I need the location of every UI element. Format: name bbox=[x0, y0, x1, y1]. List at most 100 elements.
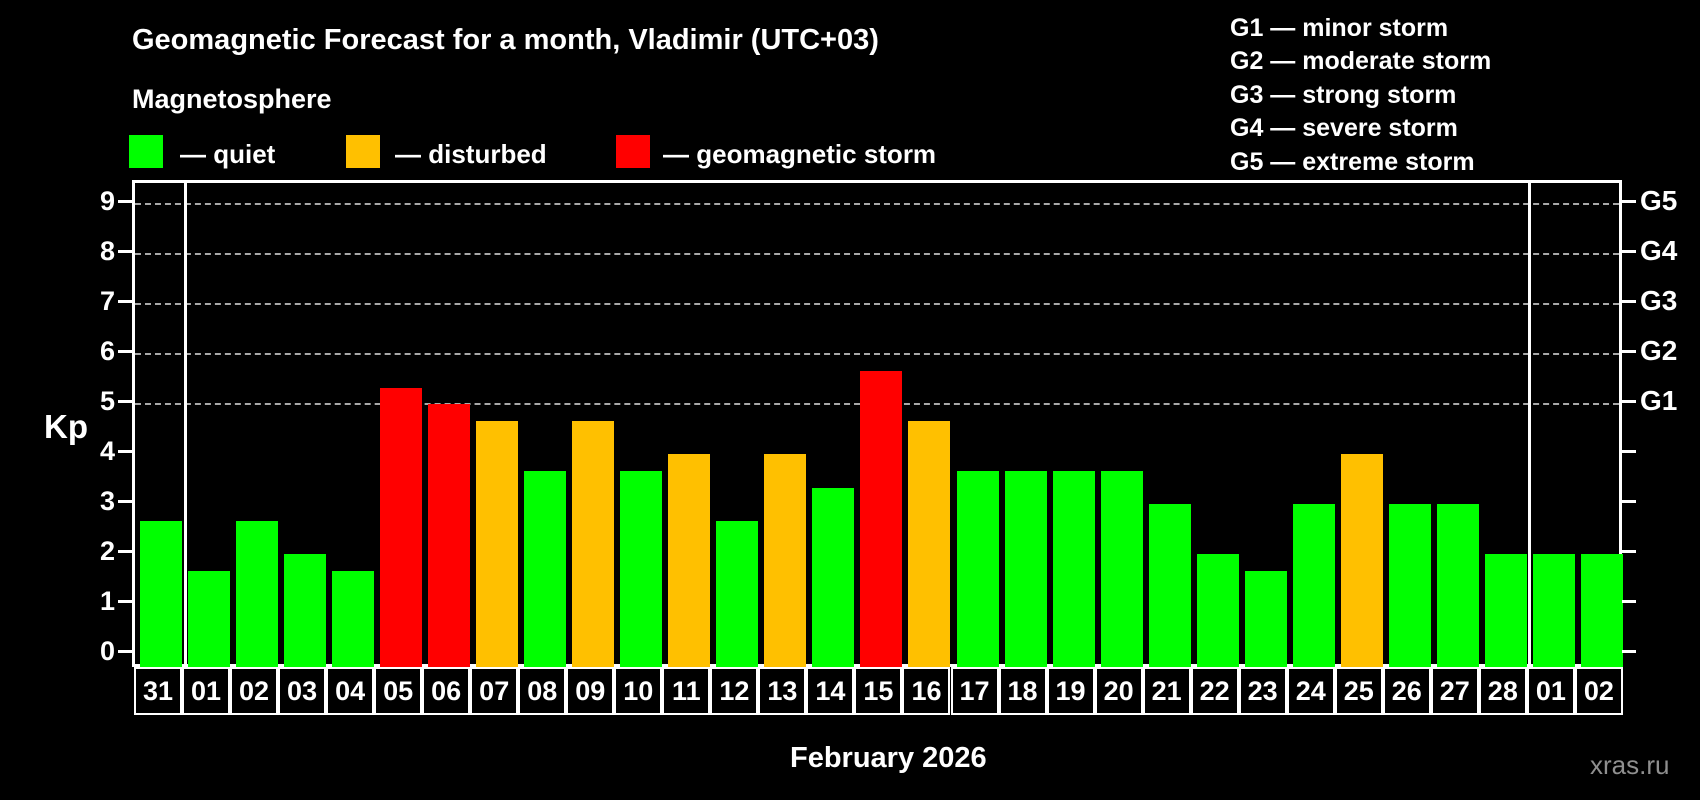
right-tick-kp8 bbox=[1622, 250, 1636, 253]
x-axis-day-28: 28 bbox=[1478, 667, 1527, 715]
kp-axis-title: Kp bbox=[44, 408, 88, 445]
disturbed-label: — disturbed bbox=[395, 139, 547, 169]
x-axis-day-08: 08 bbox=[518, 667, 567, 715]
left-axis-label-kp9: 9 bbox=[99, 186, 115, 216]
left-tick-kp0 bbox=[118, 650, 132, 653]
x-axis-day-07: 07 bbox=[470, 667, 519, 715]
bar-day-17 bbox=[956, 470, 999, 670]
bar-day-27 bbox=[1436, 504, 1479, 670]
x-axis-day-20: 20 bbox=[1094, 667, 1143, 715]
bar-day-01 bbox=[1532, 554, 1575, 670]
g4-legend-line: G4 — severe storm bbox=[1230, 114, 1458, 143]
g3-legend-line: G3 — strong storm bbox=[1230, 80, 1457, 109]
x-axis-day-24: 24 bbox=[1286, 667, 1335, 715]
x-axis-day-01: 01 bbox=[182, 667, 231, 715]
left-tick-kp5 bbox=[118, 400, 132, 403]
bar-day-18 bbox=[1004, 470, 1047, 670]
storm-label: — geomagnetic storm bbox=[663, 139, 937, 169]
gridline-g5 bbox=[135, 203, 1619, 205]
bar-day-19 bbox=[1052, 470, 1095, 670]
right-axis-label-g2: G2 bbox=[1640, 335, 1678, 366]
x-axis-day-14: 14 bbox=[806, 667, 855, 715]
x-axis-day-09: 09 bbox=[566, 667, 615, 715]
storm-swatch bbox=[616, 135, 650, 168]
left-tick-kp8 bbox=[118, 250, 132, 253]
left-axis-label-kp3: 3 bbox=[99, 486, 115, 516]
month-separator bbox=[183, 183, 187, 664]
bar-day-20 bbox=[1100, 470, 1143, 670]
x-axis-day-11: 11 bbox=[662, 667, 711, 715]
x-axis-day-05: 05 bbox=[374, 667, 423, 715]
bar-day-23 bbox=[1244, 570, 1287, 670]
bar-day-02 bbox=[1580, 554, 1623, 670]
left-tick-kp4 bbox=[118, 450, 132, 453]
bar-day-01 bbox=[188, 570, 231, 670]
g2-legend-line: G2 — moderate storm bbox=[1230, 47, 1492, 76]
left-axis-label-kp2: 2 bbox=[99, 536, 115, 566]
right-tick-kp9 bbox=[1622, 200, 1636, 203]
right-tick-kp4 bbox=[1622, 450, 1636, 453]
x-axis-day-10: 10 bbox=[614, 667, 663, 715]
bar-day-06 bbox=[428, 404, 471, 670]
left-tick-kp1 bbox=[118, 600, 132, 603]
left-axis-label-kp7: 7 bbox=[99, 286, 115, 316]
x-axis-day-18: 18 bbox=[998, 667, 1047, 715]
bar-day-25 bbox=[1340, 454, 1383, 670]
bar-day-14 bbox=[812, 487, 855, 670]
x-axis-day-17: 17 bbox=[950, 667, 999, 715]
x-axis-day-22: 22 bbox=[1190, 667, 1239, 715]
chart-subtitle: Magnetosphere bbox=[132, 84, 332, 114]
right-tick-kp5 bbox=[1622, 400, 1636, 403]
x-axis-day-19: 19 bbox=[1046, 667, 1095, 715]
bar-day-28 bbox=[1484, 554, 1527, 670]
g-scale-legend: G1 — minor storm G2 — moderate storm G3 … bbox=[1230, 12, 1491, 179]
x-axis-day-21: 21 bbox=[1142, 667, 1191, 715]
left-axis-label-kp5: 5 bbox=[99, 386, 115, 416]
bar-day-22 bbox=[1196, 554, 1239, 670]
left-tick-kp3 bbox=[118, 500, 132, 503]
left-tick-kp6 bbox=[118, 350, 132, 353]
right-axis-label-g1: G1 bbox=[1640, 385, 1678, 416]
x-axis-day-23: 23 bbox=[1238, 667, 1287, 715]
left-axis-label-kp1: 1 bbox=[99, 586, 115, 616]
watermark: xras.ru bbox=[1590, 750, 1670, 780]
g5-legend-line: G5 — extreme storm bbox=[1230, 147, 1475, 176]
x-axis-day-26: 26 bbox=[1382, 667, 1431, 715]
bar-day-09 bbox=[572, 420, 615, 670]
gridline-g3 bbox=[135, 303, 1619, 305]
bar-day-16 bbox=[908, 420, 951, 670]
x-axis-day-04: 04 bbox=[326, 667, 375, 715]
chart-title: Geomagnetic Forecast for a month, Vladim… bbox=[132, 24, 879, 56]
x-axis-day-06: 06 bbox=[422, 667, 471, 715]
gridline-g4 bbox=[135, 253, 1619, 255]
right-axis-label-g4: G4 bbox=[1640, 235, 1678, 266]
quiet-swatch bbox=[129, 135, 163, 168]
left-axis-label-kp4: 4 bbox=[99, 436, 115, 466]
bar-day-07 bbox=[476, 420, 519, 670]
x-axis-day-03: 03 bbox=[278, 667, 327, 715]
right-tick-kp1 bbox=[1622, 600, 1636, 603]
bar-day-15 bbox=[860, 370, 903, 670]
x-axis-day-02: 02 bbox=[1574, 667, 1623, 715]
x-axis-day-01: 01 bbox=[1526, 667, 1575, 715]
gridline-g2 bbox=[135, 353, 1619, 355]
x-axis-day-31: 31 bbox=[134, 667, 182, 715]
bar-day-24 bbox=[1292, 504, 1335, 670]
right-axis-label-g5: G5 bbox=[1640, 185, 1678, 216]
left-axis-label-kp0: 0 bbox=[99, 636, 115, 666]
x-axis-day-27: 27 bbox=[1430, 667, 1479, 715]
right-axis-label-g3: G3 bbox=[1640, 285, 1678, 316]
x-axis-day-16: 16 bbox=[902, 667, 951, 715]
x-axis-day-13: 13 bbox=[758, 667, 807, 715]
bar-day-31 bbox=[140, 520, 182, 670]
disturbed-swatch bbox=[346, 135, 380, 168]
x-axis-day-12: 12 bbox=[710, 667, 759, 715]
bar-day-08 bbox=[524, 470, 567, 670]
left-tick-kp7 bbox=[118, 300, 132, 303]
quiet-label: — quiet bbox=[180, 139, 276, 169]
right-tick-kp2 bbox=[1622, 550, 1636, 553]
left-tick-kp2 bbox=[118, 550, 132, 553]
bar-day-02 bbox=[236, 520, 279, 670]
bar-day-12 bbox=[716, 520, 759, 670]
